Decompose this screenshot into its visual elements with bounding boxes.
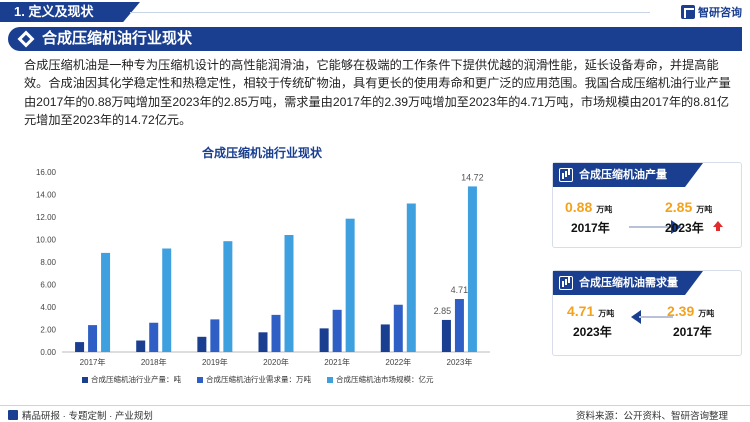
production-end-stat: 2.85 万吨 <box>665 199 712 215</box>
chart-title: 合成压缩机油行业现状 <box>201 146 322 160</box>
bar <box>210 319 220 352</box>
bar-chart: 0.00 2.00 4.00 6.00 8.00 10.00 12.00 14.00 16.00… <box>36 168 490 367</box>
brand-logo: 智研咨询 <box>681 4 742 20</box>
demand-card: 合成压缩机油需求量 4.71 万吨 2023年 2.39 万吨 2017年 <box>552 270 742 356</box>
legend-item-production: 合成压缩机油行业产量：吨 <box>82 374 181 385</box>
y-tick-label: 16.00 <box>36 168 57 177</box>
diamond-icon <box>17 30 35 48</box>
up-arrow-stem <box>716 227 720 231</box>
bar <box>271 314 281 352</box>
bar-chart-icon <box>559 276 573 290</box>
bar <box>101 252 111 352</box>
stat-value: 2.39 <box>667 303 695 319</box>
page-title-bar: 合成压缩机油行业现状 <box>8 27 742 51</box>
footer-source: 资料来源：公开资料、智研咨询整理 <box>575 411 728 422</box>
data-label: 2.85 <box>434 306 452 316</box>
x-tick-label: 2023年 <box>447 357 473 367</box>
stat-year: 2017年 <box>571 221 610 235</box>
stat-unit: 万吨 <box>696 205 713 214</box>
page-title: 合成压缩机油行业现状 <box>42 30 193 47</box>
stat-value: 0.88 <box>565 199 593 215</box>
section-label: 1. 定义及现状 <box>0 2 140 22</box>
chart-panel: 合成压缩机油行业现状 0.00 2.00 4.00 6.00 8.00 10.00 12.0… <box>22 138 502 390</box>
legend-swatch <box>327 376 333 383</box>
legend-label: 合成压缩机油市场规模：亿元 <box>336 375 434 384</box>
card-header: 合成压缩机油需求量 <box>553 271 703 295</box>
header-divider <box>130 12 650 13</box>
bar <box>88 325 98 352</box>
y-tick-label: 12.00 <box>36 213 57 222</box>
top-header: 1. 定义及现状 智研咨询 <box>0 0 750 24</box>
bar <box>319 328 329 352</box>
stat-value: 2.85 <box>665 199 693 215</box>
stat-value: 4.71 <box>567 303 595 319</box>
legend-swatch <box>82 376 88 383</box>
legend-swatch <box>197 376 203 383</box>
bar <box>467 186 477 352</box>
card-title: 合成压缩机油需求量 <box>579 277 678 289</box>
bar <box>332 309 342 352</box>
card-header: 合成压缩机油产量 <box>553 163 703 187</box>
bar <box>380 324 390 352</box>
bar <box>136 340 146 352</box>
x-tick-label: 2020年 <box>263 357 289 367</box>
intro-paragraph: 合成压缩机油是一种专为压缩机设计的高性能润滑油，它能够在极端的工作条件下提供优越… <box>24 58 731 128</box>
y-tick-label: 4.00 <box>40 303 56 312</box>
stat-unit: 万吨 <box>598 309 615 318</box>
y-tick-label: 0.00 <box>40 348 56 357</box>
x-tick-label: 2021年 <box>324 357 350 367</box>
y-tick-label: 14.00 <box>36 191 57 200</box>
bar <box>454 299 464 352</box>
y-tick-label: 8.00 <box>40 258 56 267</box>
bar <box>406 203 416 352</box>
stat-year: 2023年 <box>573 325 612 339</box>
production-card: 合成压缩机油产量 0.88 万吨 2017年 2.85 万吨 2023年 <box>552 162 742 248</box>
bar <box>393 304 403 352</box>
arrow-line <box>629 226 673 228</box>
bar <box>345 218 355 352</box>
legend-label: 合成压缩机油行业需求量：万吨 <box>206 375 311 384</box>
bar <box>197 336 207 352</box>
stat-unit: 万吨 <box>596 205 613 214</box>
card-title: 合成压缩机油产量 <box>579 169 667 181</box>
x-tick-label: 2018年 <box>141 357 167 367</box>
y-tick-label: 2.00 <box>40 326 56 335</box>
up-arrow-icon <box>713 221 723 227</box>
bar <box>223 241 233 352</box>
production-start-stat: 0.88 万吨 <box>565 199 612 215</box>
demand-start-stat: 2.39 万吨 <box>667 303 714 319</box>
logo-icon <box>681 5 695 19</box>
data-label: 14.72 <box>461 172 484 182</box>
y-tick-label: 10.00 <box>36 236 57 245</box>
footer-left: 精品研报 · 专题定制 · 产业规划 <box>8 408 153 422</box>
chart-legend: 合成压缩机油行业产量：吨 合成压缩机油行业需求量：万吨 合成压缩机油市场规模：亿… <box>82 374 502 385</box>
legend-label: 合成压缩机油行业产量：吨 <box>91 375 181 384</box>
bar <box>258 332 268 352</box>
y-tick-label: 6.00 <box>40 281 56 290</box>
bar <box>284 235 294 352</box>
stat-year: 2017年 <box>673 325 712 339</box>
arrow-line <box>639 316 673 318</box>
legend-item-market-size: 合成压缩机油市场规模：亿元 <box>327 374 434 385</box>
bar <box>75 342 85 352</box>
stat-year: 2023年 <box>665 221 704 235</box>
bar <box>149 322 159 352</box>
stat-unit: 万吨 <box>698 309 715 318</box>
document-icon <box>8 410 18 420</box>
x-tick-label: 2022年 <box>385 357 411 367</box>
bar <box>441 319 451 352</box>
legend-item-demand: 合成压缩机油行业需求量：万吨 <box>197 374 311 385</box>
x-tick-label: 2017年 <box>80 357 106 367</box>
footer-tagline: 精品研报 · 专题定制 · 产业规划 <box>22 411 153 422</box>
arrow-left-icon <box>631 310 641 324</box>
bar <box>162 248 172 352</box>
logo-text: 智研咨询 <box>698 7 742 19</box>
arrow-right-icon <box>671 220 681 234</box>
footer-divider <box>0 405 750 406</box>
data-label: 4.71 <box>451 285 469 295</box>
bar-chart-icon <box>559 168 573 182</box>
demand-end-stat: 4.71 万吨 <box>567 303 614 319</box>
x-tick-label: 2019年 <box>202 357 228 367</box>
